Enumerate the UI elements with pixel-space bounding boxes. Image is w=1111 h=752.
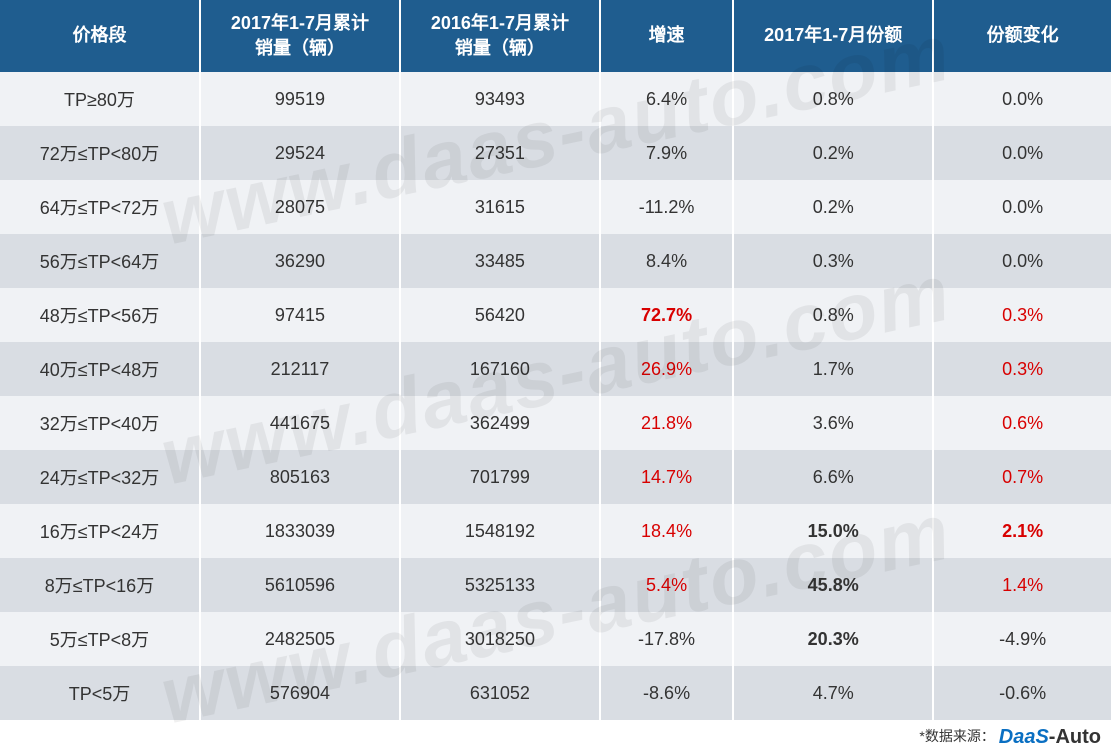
cell-2017-sales: 36290 — [200, 234, 400, 288]
column-header-v2016: 2016年1-7月累计销量（辆） — [400, 0, 600, 72]
table-wrapper: www.daas-auto.com www.daas-auto.com www.… — [0, 0, 1111, 749]
cell-share-change: 0.0% — [933, 72, 1111, 126]
column-header-growth: 增速 — [600, 0, 733, 72]
table-row: 64万≤TP<72万2807531615-11.2%0.2%0.0% — [0, 180, 1111, 234]
cell-2016-sales: 701799 — [400, 450, 600, 504]
cell-growth: 18.4% — [600, 504, 733, 558]
cell-2016-sales: 362499 — [400, 396, 600, 450]
cell-2017-sales: 29524 — [200, 126, 400, 180]
column-header-share: 2017年1-7月份额 — [733, 0, 933, 72]
cell-segment: 5万≤TP<8万 — [0, 612, 200, 666]
data-source-footer: *数据来源： DaaS-Auto — [0, 720, 1111, 749]
cell-share-change: 0.6% — [933, 396, 1111, 450]
cell-2016-sales: 33485 — [400, 234, 600, 288]
cell-2016-sales: 3018250 — [400, 612, 600, 666]
cell-2016-sales: 5325133 — [400, 558, 600, 612]
cell-2017-sales: 212117 — [200, 342, 400, 396]
cell-segment: 48万≤TP<56万 — [0, 288, 200, 342]
cell-segment: 40万≤TP<48万 — [0, 342, 200, 396]
table-row: 40万≤TP<48万21211716716026.9%1.7%0.3% — [0, 342, 1111, 396]
footer-prefix: *数据来源： — [919, 728, 994, 744]
table-row: 56万≤TP<64万36290334858.4%0.3%0.0% — [0, 234, 1111, 288]
price-segment-table: 价格段2017年1-7月累计销量（辆）2016年1-7月累计销量（辆）增速201… — [0, 0, 1111, 720]
cell-segment: 8万≤TP<16万 — [0, 558, 200, 612]
cell-share: 0.2% — [733, 126, 933, 180]
cell-growth: -11.2% — [600, 180, 733, 234]
cell-share-change: 0.0% — [933, 180, 1111, 234]
cell-share: 20.3% — [733, 612, 933, 666]
cell-share-change: -4.9% — [933, 612, 1111, 666]
cell-share-change: -0.6% — [933, 666, 1111, 720]
cell-2017-sales: 441675 — [200, 396, 400, 450]
cell-share-change: 0.3% — [933, 342, 1111, 396]
table-row: TP≥80万99519934936.4%0.8%0.0% — [0, 72, 1111, 126]
cell-share-change: 0.7% — [933, 450, 1111, 504]
cell-2016-sales: 31615 — [400, 180, 600, 234]
cell-share-change: 1.4% — [933, 558, 1111, 612]
cell-share: 45.8% — [733, 558, 933, 612]
cell-2016-sales: 93493 — [400, 72, 600, 126]
cell-2016-sales: 631052 — [400, 666, 600, 720]
cell-segment: TP<5万 — [0, 666, 200, 720]
cell-2017-sales: 99519 — [200, 72, 400, 126]
cell-2016-sales: 1548192 — [400, 504, 600, 558]
cell-growth: 7.9% — [600, 126, 733, 180]
cell-share: 0.8% — [733, 288, 933, 342]
cell-segment: TP≥80万 — [0, 72, 200, 126]
cell-segment: 72万≤TP<80万 — [0, 126, 200, 180]
cell-growth: 14.7% — [600, 450, 733, 504]
footer-logo-part2: -Auto — [1049, 726, 1101, 749]
cell-segment: 32万≤TP<40万 — [0, 396, 200, 450]
cell-share-change: 0.0% — [933, 234, 1111, 288]
cell-2017-sales: 5610596 — [200, 558, 400, 612]
cell-growth: 26.9% — [600, 342, 733, 396]
cell-2016-sales: 56420 — [400, 288, 600, 342]
cell-2016-sales: 167160 — [400, 342, 600, 396]
cell-segment: 64万≤TP<72万 — [0, 180, 200, 234]
table-row: 16万≤TP<24万1833039154819218.4%15.0%2.1% — [0, 504, 1111, 558]
table-row: 24万≤TP<32万80516370179914.7%6.6%0.7% — [0, 450, 1111, 504]
cell-share: 0.8% — [733, 72, 933, 126]
cell-share-change: 2.1% — [933, 504, 1111, 558]
cell-share: 15.0% — [733, 504, 933, 558]
cell-growth: 8.4% — [600, 234, 733, 288]
cell-growth: 5.4% — [600, 558, 733, 612]
table-row: 48万≤TP<56万974155642072.7%0.8%0.3% — [0, 288, 1111, 342]
cell-growth: -8.6% — [600, 666, 733, 720]
table-row: 32万≤TP<40万44167536249921.8%3.6%0.6% — [0, 396, 1111, 450]
cell-2017-sales: 28075 — [200, 180, 400, 234]
column-header-delta: 份额变化 — [933, 0, 1111, 72]
cell-share: 4.7% — [733, 666, 933, 720]
cell-segment: 56万≤TP<64万 — [0, 234, 200, 288]
table-row: 8万≤TP<16万561059653251335.4%45.8%1.4% — [0, 558, 1111, 612]
cell-2017-sales: 805163 — [200, 450, 400, 504]
cell-segment: 24万≤TP<32万 — [0, 450, 200, 504]
cell-share: 1.7% — [733, 342, 933, 396]
table-row: TP<5万576904631052-8.6%4.7%-0.6% — [0, 666, 1111, 720]
column-header-seg: 价格段 — [0, 0, 200, 72]
cell-2017-sales: 1833039 — [200, 504, 400, 558]
cell-growth: 72.7% — [600, 288, 733, 342]
table-body: TP≥80万99519934936.4%0.8%0.0%72万≤TP<80万29… — [0, 72, 1111, 720]
cell-share-change: 0.0% — [933, 126, 1111, 180]
cell-share: 0.2% — [733, 180, 933, 234]
cell-2017-sales: 97415 — [200, 288, 400, 342]
cell-2017-sales: 576904 — [200, 666, 400, 720]
cell-share-change: 0.3% — [933, 288, 1111, 342]
cell-share: 6.6% — [733, 450, 933, 504]
table-row: 5万≤TP<8万24825053018250-17.8%20.3%-4.9% — [0, 612, 1111, 666]
cell-2017-sales: 2482505 — [200, 612, 400, 666]
cell-growth: -17.8% — [600, 612, 733, 666]
cell-share: 0.3% — [733, 234, 933, 288]
cell-growth: 21.8% — [600, 396, 733, 450]
cell-growth: 6.4% — [600, 72, 733, 126]
cell-share: 3.6% — [733, 396, 933, 450]
footer-logo-part1: DaaS — [999, 726, 1049, 749]
cell-2016-sales: 27351 — [400, 126, 600, 180]
cell-segment: 16万≤TP<24万 — [0, 504, 200, 558]
table-row: 72万≤TP<80万29524273517.9%0.2%0.0% — [0, 126, 1111, 180]
table-header-row: 价格段2017年1-7月累计销量（辆）2016年1-7月累计销量（辆）增速201… — [0, 0, 1111, 72]
column-header-v2017: 2017年1-7月累计销量（辆） — [200, 0, 400, 72]
